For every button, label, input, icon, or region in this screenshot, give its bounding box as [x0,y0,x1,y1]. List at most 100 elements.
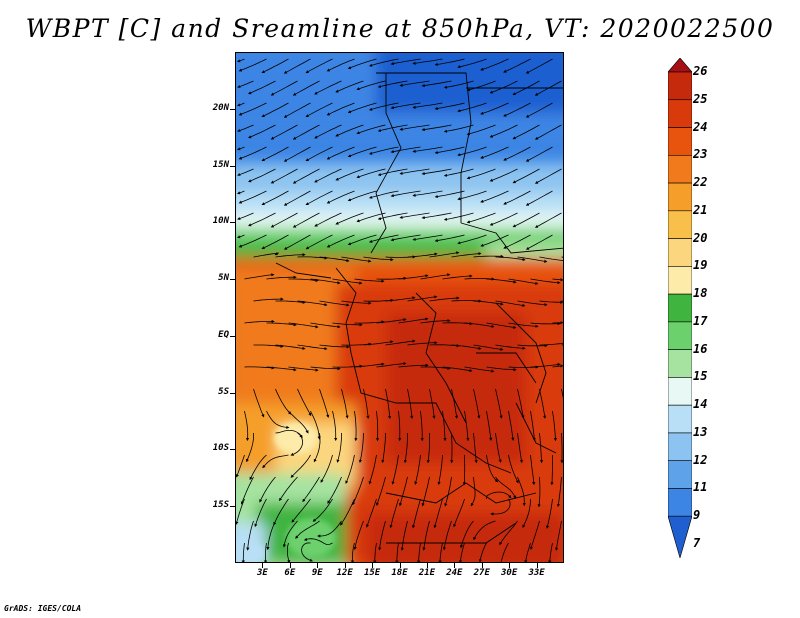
streamline [356,80,386,91]
streamline [561,388,563,407]
streamline [473,520,496,541]
streamline [517,432,523,464]
streamline [368,146,399,155]
lon-tick-mark [481,563,483,568]
streamline [261,234,289,250]
streamline [375,410,380,442]
streamline [253,252,279,258]
streamline [241,542,245,562]
streamline [273,498,289,526]
streamline [434,58,465,66]
streamline [412,190,443,197]
colorbar-segment [668,182,692,212]
colorbar-label: 23 [693,147,708,162]
streamline [399,168,430,175]
streamline [248,168,276,183]
streamline [319,388,330,419]
colorbar-label: 24 [693,119,708,134]
streamline [327,476,342,504]
streamline [398,363,429,368]
streamline [238,58,267,72]
colorbar-segment [668,349,692,378]
streamline [266,275,297,280]
lon-tick-label: 27E [473,568,490,578]
colorbar-label: 17 [693,313,708,328]
streamline [391,454,399,485]
lat-tick-mark [230,222,235,224]
colorbar-bottom-arrow [668,515,692,558]
streamline [288,366,319,372]
streamline [512,124,540,140]
streamline [354,362,385,368]
streamline [377,168,408,177]
streamline [508,278,539,285]
streamline [283,190,311,206]
streamline [451,388,459,419]
streamline [398,317,429,324]
streamline [438,542,443,562]
colorbar-label: 20 [693,230,708,245]
streamline [399,80,430,87]
streamline [347,146,377,158]
streamline [368,234,399,243]
streamline [312,498,333,522]
streamline [332,410,338,442]
streamline [489,168,518,182]
streamline [350,542,355,562]
streamline [420,366,451,370]
streamline [442,520,452,551]
lon-tick-label: 33E [528,568,545,578]
streamline [403,432,408,464]
streamline [556,476,562,508]
streamline [421,124,452,132]
streamline [464,366,495,373]
streamline [288,322,319,329]
streamline [347,190,377,202]
streamline [486,410,493,441]
streamline [305,146,333,162]
streamline [457,234,487,245]
streamline [464,410,470,442]
lon-tick-mark [426,563,428,568]
streamline [354,278,385,283]
streamline [314,80,342,95]
streamline [319,300,350,307]
streamline [478,542,487,562]
colorbar-label: 14 [693,397,708,412]
streamline [368,190,399,199]
streamline [517,388,525,419]
streamline [314,168,342,183]
colorbar-segment [668,432,692,462]
streamline [457,190,487,201]
lat-tick-mark [230,506,235,508]
streamline [546,498,553,529]
streamline [240,476,254,505]
colorbar-label: 18 [693,286,708,301]
lon-tick-mark [262,563,264,568]
streamline [287,542,291,562]
streamline [236,102,245,107]
streamline [552,364,563,368]
streamline [412,146,443,153]
streamline [466,212,496,224]
streamline [317,520,342,538]
streamlines [236,58,563,562]
streamline [390,102,421,110]
lon-tick-label: 24E [446,568,463,578]
streamline [434,146,465,155]
streamline [412,102,443,109]
streamline [473,432,478,464]
streamline [539,388,547,419]
streamline [266,322,297,327]
streamline [313,432,321,463]
streamline [495,388,503,419]
lat-tick-label: 20N [212,102,229,113]
lat-tick-mark [230,335,235,337]
streamline [291,498,311,523]
lon-tick-label: 21E [418,568,436,578]
streamline [480,190,509,203]
lon-tick-label: 15E [363,568,381,578]
streamline [385,296,416,302]
streamline [376,318,407,324]
streamline [297,344,328,351]
